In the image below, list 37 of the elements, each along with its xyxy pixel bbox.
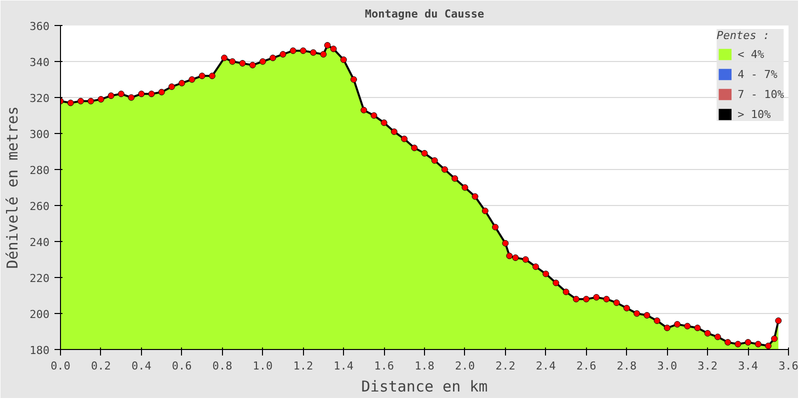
x-tick-label: 1.4 — [334, 360, 354, 372]
chart-title: Montagne du Causse — [364, 8, 484, 20]
x-tick-label: 0.0 — [50, 360, 70, 372]
x-tick-label: 1.6 — [374, 360, 394, 372]
x-tick-label: 0.4 — [131, 360, 152, 372]
x-axis-title: Distance en km — [361, 378, 488, 396]
x-tick-label: 3.4 — [738, 360, 758, 372]
legend-label: 7 - 10% — [738, 88, 784, 100]
y-tick-label: 320 — [30, 92, 50, 105]
x-tick-label: 2.0 — [455, 360, 475, 372]
x-tick-label: 0.6 — [172, 360, 192, 372]
x-tick-label: 3.2 — [698, 360, 718, 372]
x-tick-label: 2.4 — [536, 360, 556, 372]
y-tick-label: 260 — [30, 200, 50, 213]
y-axis-title: Dénivelé en metres — [4, 106, 22, 269]
x-tick-label: 1.2 — [293, 360, 314, 372]
x-tick-label: 3.6 — [778, 360, 798, 372]
y-tick-label: 280 — [30, 164, 50, 177]
x-tick-label: 1.8 — [414, 360, 434, 372]
y-tick-label: 340 — [30, 56, 50, 69]
x-tick-label: 2.2 — [495, 360, 516, 372]
legend-label: < 4% — [738, 48, 764, 60]
x-tick-label: 2.8 — [616, 360, 637, 372]
y-tick-label: 220 — [30, 272, 50, 285]
x-tick-label: 0.8 — [212, 360, 232, 372]
x-tick-label: 2.6 — [576, 360, 596, 372]
y-tick-label: 360 — [30, 20, 50, 33]
x-tick-label: 0.2 — [91, 360, 111, 372]
legend-title: Pentes : — [716, 29, 771, 42]
y-tick-label: 180 — [30, 344, 50, 357]
x-tick-label: 1.0 — [252, 360, 273, 372]
y-tick-label: 240 — [30, 236, 50, 249]
y-tick-label: 200 — [30, 308, 50, 321]
y-tick-label: 300 — [30, 128, 50, 141]
x-tick-label: 3.0 — [657, 360, 678, 372]
legend-label: 4 - 7% — [738, 68, 778, 80]
legend-label: > 10% — [738, 108, 771, 120]
